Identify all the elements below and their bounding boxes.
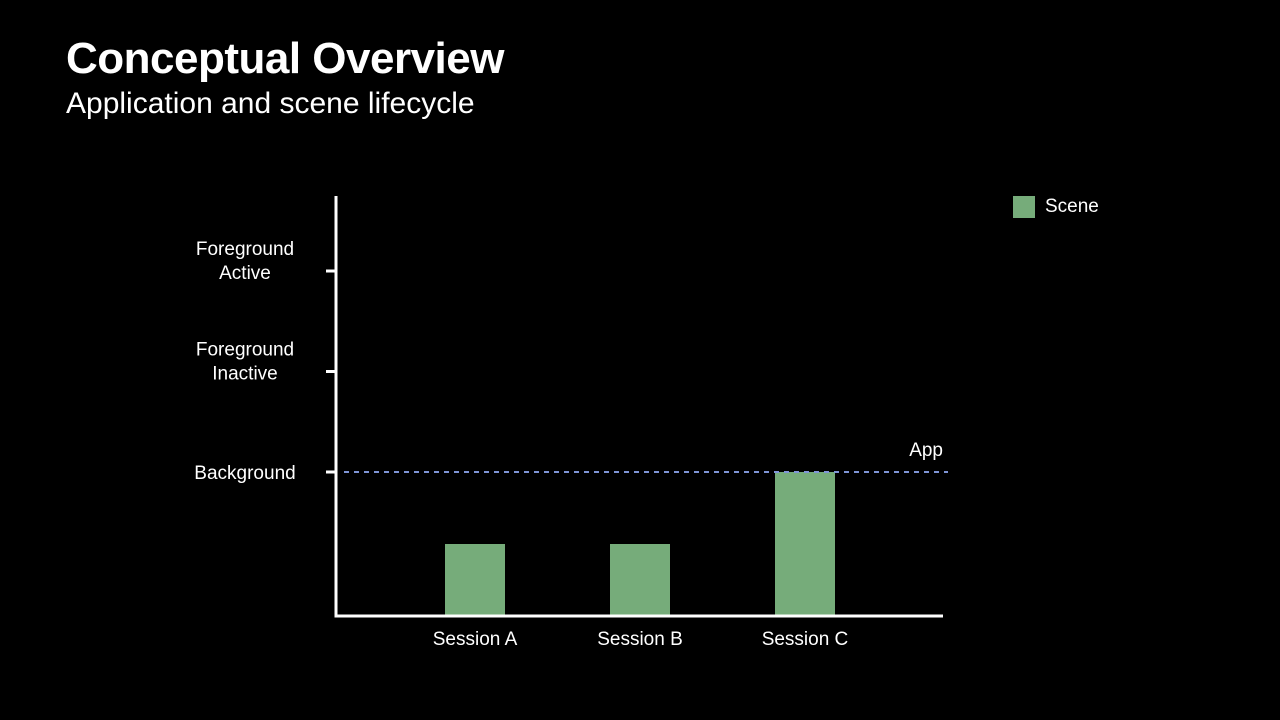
y-tick-label-0: Foreground Active xyxy=(196,239,294,284)
slide-subtitle: Application and scene lifecycle xyxy=(66,87,475,120)
legend-swatch-scene xyxy=(1013,196,1035,218)
bar-session-a xyxy=(445,544,505,616)
legend-label-scene: Scene xyxy=(1045,196,1099,217)
x-tick-label-session-a: Session A xyxy=(433,629,518,650)
x-tick-label-session-c: Session C xyxy=(762,629,849,650)
y-tick-label-line: Background xyxy=(194,463,295,484)
y-tick-label-line: Foreground xyxy=(196,239,294,260)
bar-session-b xyxy=(610,544,670,616)
y-tick-label-line: Inactive xyxy=(212,364,277,385)
chart-legend: Scene xyxy=(1013,196,1099,218)
y-tick-label-line: Active xyxy=(219,263,271,284)
y-tick-label-line: Foreground xyxy=(196,340,294,361)
x-tick-label-session-b: Session B xyxy=(597,629,683,650)
y-tick-label-1: Foreground Inactive xyxy=(196,340,294,385)
y-tick-label-2: Background xyxy=(194,463,295,484)
slide-title: Conceptual Overview xyxy=(66,34,504,83)
reference-line-label: App xyxy=(909,440,943,461)
bar-session-c xyxy=(775,472,835,616)
